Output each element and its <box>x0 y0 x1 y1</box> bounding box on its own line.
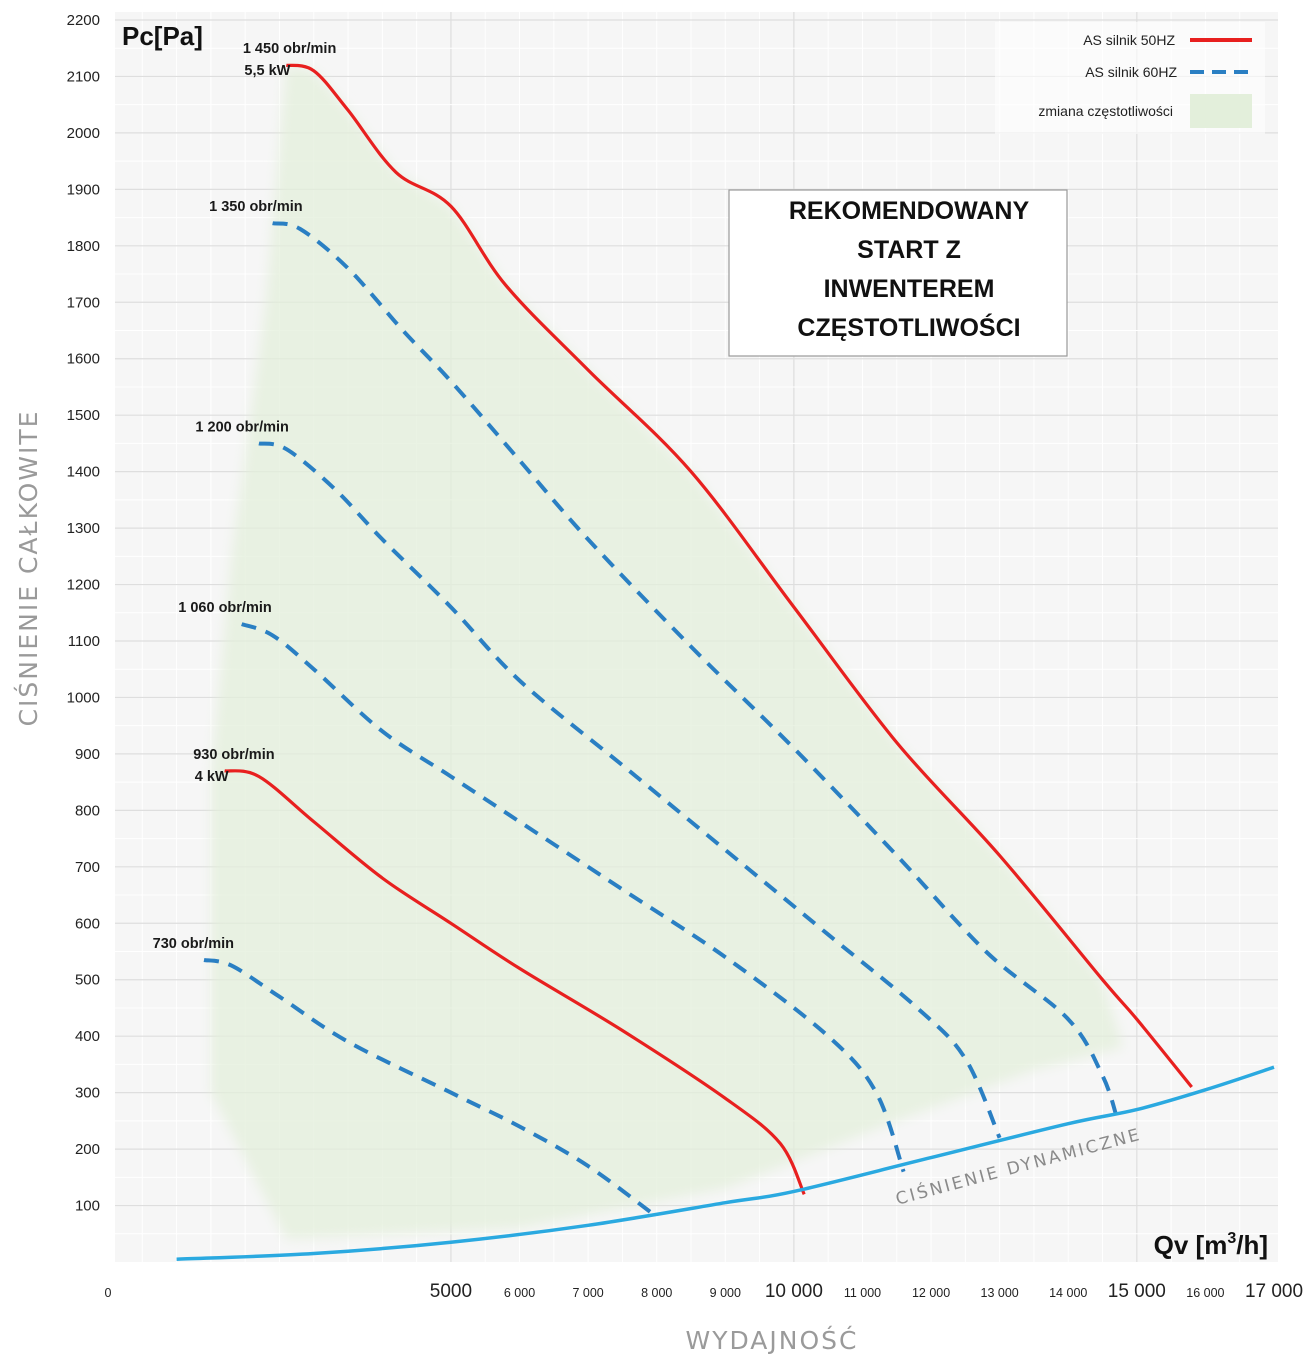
y-tick-label: 1700 <box>67 294 100 311</box>
x-tick-label: 8 000 <box>641 1286 672 1300</box>
annotation-line: CZĘSTOTLIWOŚCI <box>797 312 1020 342</box>
series-curve-50hz <box>285 63 1193 1089</box>
legend-swatch-frequency <box>1190 94 1252 128</box>
legend-label-50hz: AS silnik 50HZ <box>1083 32 1175 48</box>
x-tick-label: 15 000 <box>1108 1281 1166 1302</box>
series-group <box>203 63 1193 1219</box>
y-tick-label: 1600 <box>67 351 100 368</box>
curve-label: 1 060 obr/min <box>178 600 271 616</box>
y-tick-label: 2000 <box>67 125 100 142</box>
y-tick-label: 1100 <box>68 633 100 650</box>
annotation-box: REKOMENDOWANY START Z INWENTEREM CZĘSTOT… <box>728 189 1068 357</box>
y-tick-label: 1200 <box>67 577 100 594</box>
annotation-frame <box>728 189 1068 357</box>
y-tick-label: 800 <box>75 802 100 819</box>
y-tick-label: 900 <box>75 746 100 763</box>
y-tick-label: 200 <box>75 1141 100 1158</box>
y-tick-label: 1900 <box>67 181 100 198</box>
y-axis-title: CIŚNIENIE CAŁKOWITE <box>13 410 43 727</box>
curve-label: 5,5 kW <box>244 63 290 79</box>
series-curve-60hz <box>258 441 1002 1139</box>
series-curve-50hz <box>224 769 806 1195</box>
x-tick-label: 10 000 <box>765 1281 823 1302</box>
x-unit-label: Qv [m3/h] <box>1154 1230 1268 1260</box>
series-curve-60hz <box>203 958 658 1219</box>
x-tick-label: 7 000 <box>572 1286 603 1300</box>
curve-label: 4 kW <box>195 769 229 785</box>
curve-label: 1 350 obr/min <box>209 199 302 215</box>
curve-label: 730 obr/min <box>153 936 234 952</box>
y-tick-label: 600 <box>75 915 100 932</box>
curve-label: 1 200 obr/min <box>195 419 288 435</box>
frequency-change-area <box>210 65 1124 1240</box>
x-tick-label: 14 000 <box>1049 1286 1087 1300</box>
x-tick-label: 9 000 <box>710 1286 741 1300</box>
curve-label: 1 450 obr/min <box>243 41 336 57</box>
y-tick-label: 1800 <box>67 238 100 255</box>
curve-labels: 1 450 obr/min 5,5 kW 1 350 obr/min 1 200 ob… <box>153 41 337 952</box>
y-tick-label: 2200 <box>67 12 100 29</box>
x-axis-title: WYDAJNOŚĆ <box>686 1325 859 1354</box>
y-tick-label: 1400 <box>67 464 100 481</box>
y-unit-label: Pc[Pa] <box>122 21 203 51</box>
legend-label-frequency: zmiana częstotliwości <box>1038 103 1173 119</box>
y-tick-label: 1000 <box>67 689 100 706</box>
x-tick-label: 13 000 <box>981 1286 1019 1300</box>
x-tick-label: 12 000 <box>912 1286 950 1300</box>
y-tick-label: 1500 <box>67 407 100 424</box>
y-tick-label: 400 <box>75 1028 100 1045</box>
x-tick-label: 0 <box>105 1286 112 1300</box>
y-tick-label: 700 <box>75 859 100 876</box>
series-curve-60hz <box>272 221 1119 1116</box>
annotation-line: INWENTEREM <box>824 275 995 303</box>
x-tick-label: 16 000 <box>1186 1286 1224 1300</box>
legend: AS silnik 50HZ AS silnik 60HZ zmiana czę… <box>995 22 1265 134</box>
series-curve-60hz <box>241 622 906 1173</box>
dynamic-pressure-curve <box>176 1065 1275 1261</box>
y-tick-label: 1300 <box>67 520 100 537</box>
annotation-line: REKOMENDOWANY <box>789 197 1030 225</box>
x-tick-label: 11 000 <box>844 1286 881 1300</box>
y-tick-label: 100 <box>75 1198 100 1215</box>
y-axis-ticks: 100 200 300 400 500 600 700 800 900 1000 1100 1200 1… <box>67 12 100 1215</box>
x-axis-ticks: 0 5000 6 000 7 000 8 000 9 000 10 000 11 000 12 … <box>105 1281 1304 1302</box>
x-tick-label: 17 000 <box>1245 1281 1303 1302</box>
x-tick-label: 6 000 <box>504 1286 535 1300</box>
curve-label: 930 obr/min <box>193 747 274 763</box>
annotation-line: START Z <box>857 236 961 264</box>
y-tick-label: 500 <box>75 972 100 989</box>
y-tick-label: 300 <box>75 1085 100 1102</box>
x-tick-label: 5000 <box>430 1281 472 1302</box>
y-tick-label: 2100 <box>67 68 100 85</box>
legend-label-60hz: AS silnik 60HZ <box>1085 64 1177 80</box>
